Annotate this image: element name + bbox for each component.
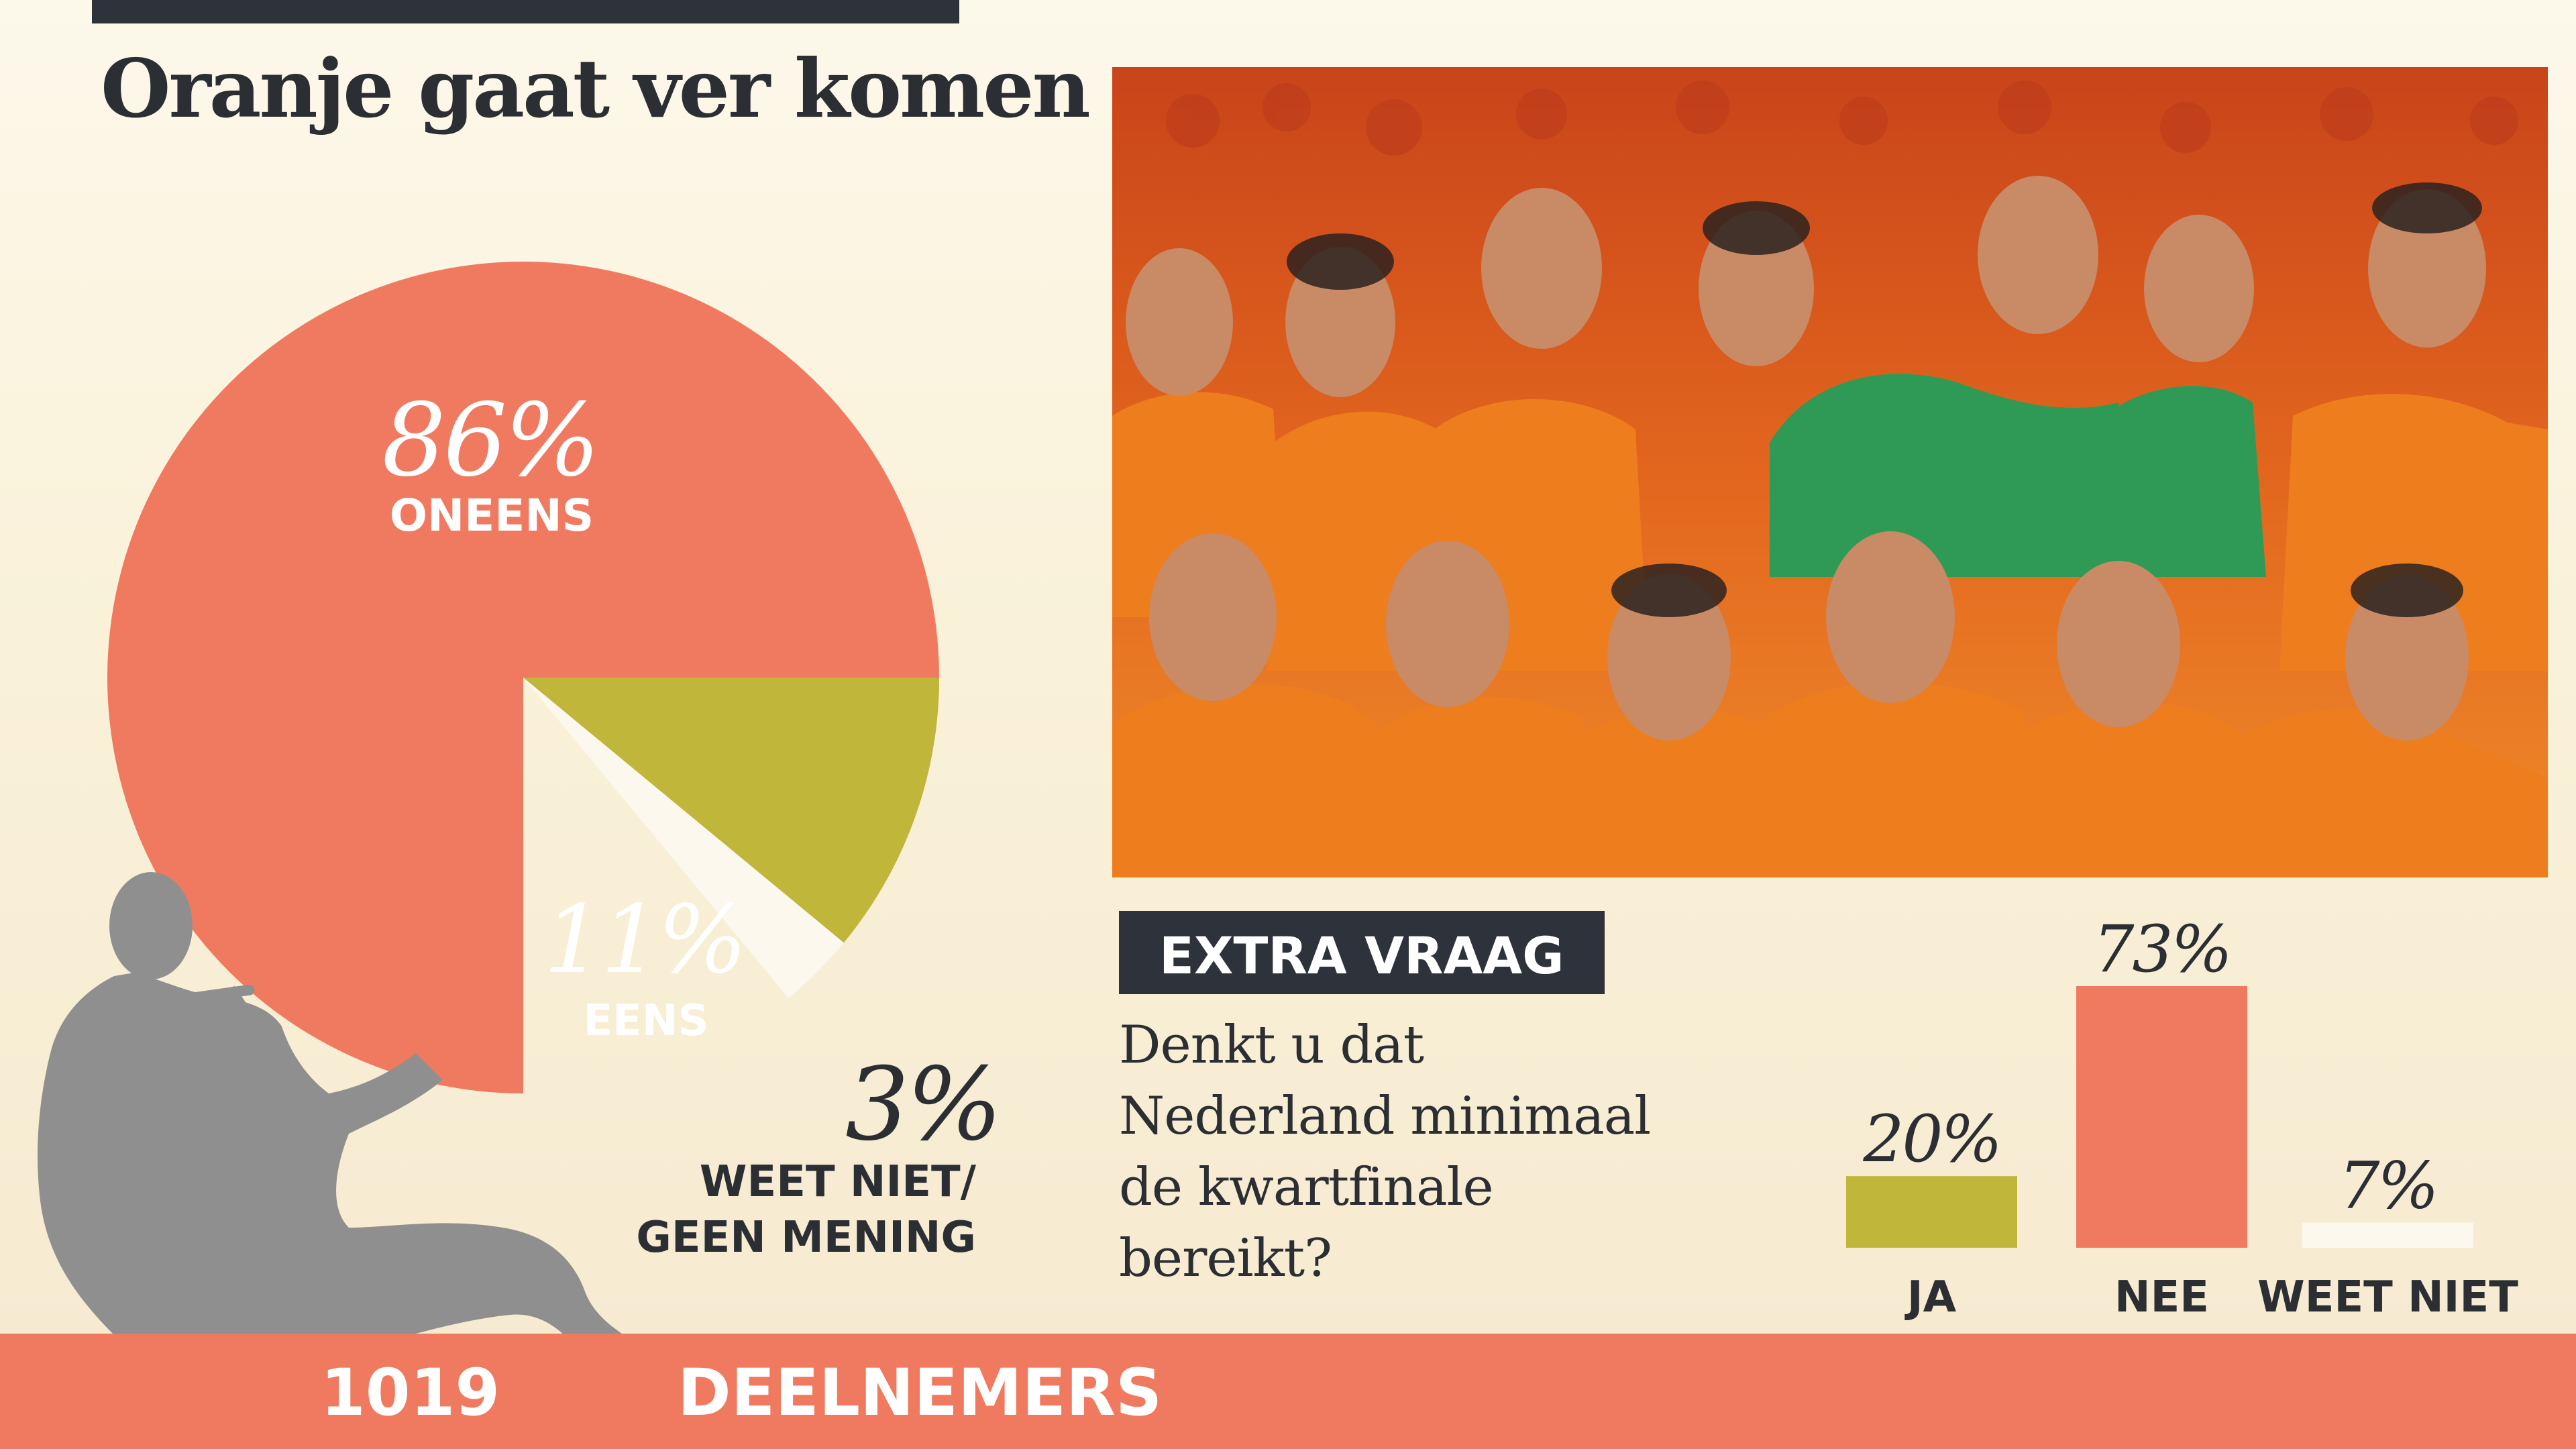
pie-label-weet-niet-line1: WEET NIET/ (699, 1157, 976, 1207)
bar-value-label: 7% (2339, 1148, 2436, 1224)
person-silhouette-icon (37, 872, 645, 1389)
page-title: Oranje gaat ver komen (101, 42, 1091, 136)
extra-question-box (1119, 911, 1605, 994)
extra-question-text: Denkt u dat Nederland minimaal de kwartf… (1119, 1010, 1656, 1294)
bar-category-label: JA (1904, 1273, 1957, 1322)
bar-weet-niet (2302, 1222, 2473, 1248)
pie-slice-oneens (107, 262, 939, 1093)
bar-value-label: 20% (1862, 1102, 2000, 1177)
question-line: bereikt? (1119, 1228, 1332, 1289)
bar-category-label: NEE (2114, 1273, 2209, 1322)
pie-chart (107, 262, 939, 1093)
footer-band (0, 1334, 2576, 1449)
extra-question-title: EXTRA VRAAG (1159, 926, 1564, 985)
pie-slice-eens (523, 678, 939, 943)
pie-label-oneens: ONEENS (389, 490, 594, 541)
pie-label-weet-niet-line2: GEEN MENING (636, 1213, 976, 1263)
participants-label: DEELNEMERS (678, 1355, 1163, 1430)
bar-nee (2076, 986, 2247, 1248)
pie-value-weet-niet: 3% (845, 1046, 1002, 1163)
top-bar (92, 0, 959, 23)
question-line: de kwartfinale (1119, 1157, 1494, 1218)
bar-chart: 20% JA 73% NEE 7% WEET NIET (1846, 912, 2518, 1322)
pie-label-eens: EENS (583, 996, 709, 1046)
bar-category-label: WEET NIET (2257, 1273, 2518, 1322)
team-photo-icon (1112, 67, 2548, 877)
bar-ja (1846, 1176, 2017, 1248)
question-line: Nederland minimaal (1119, 1086, 1651, 1146)
bar-value-label: 73% (2093, 912, 2230, 987)
pie-value-eens: 11% (543, 885, 747, 995)
pie-slice-weet-niet (523, 678, 844, 998)
pie-value-oneens: 86% (382, 382, 600, 499)
question-line: Denkt u dat (1119, 1015, 1424, 1075)
participants-count: 1019 (321, 1355, 500, 1430)
